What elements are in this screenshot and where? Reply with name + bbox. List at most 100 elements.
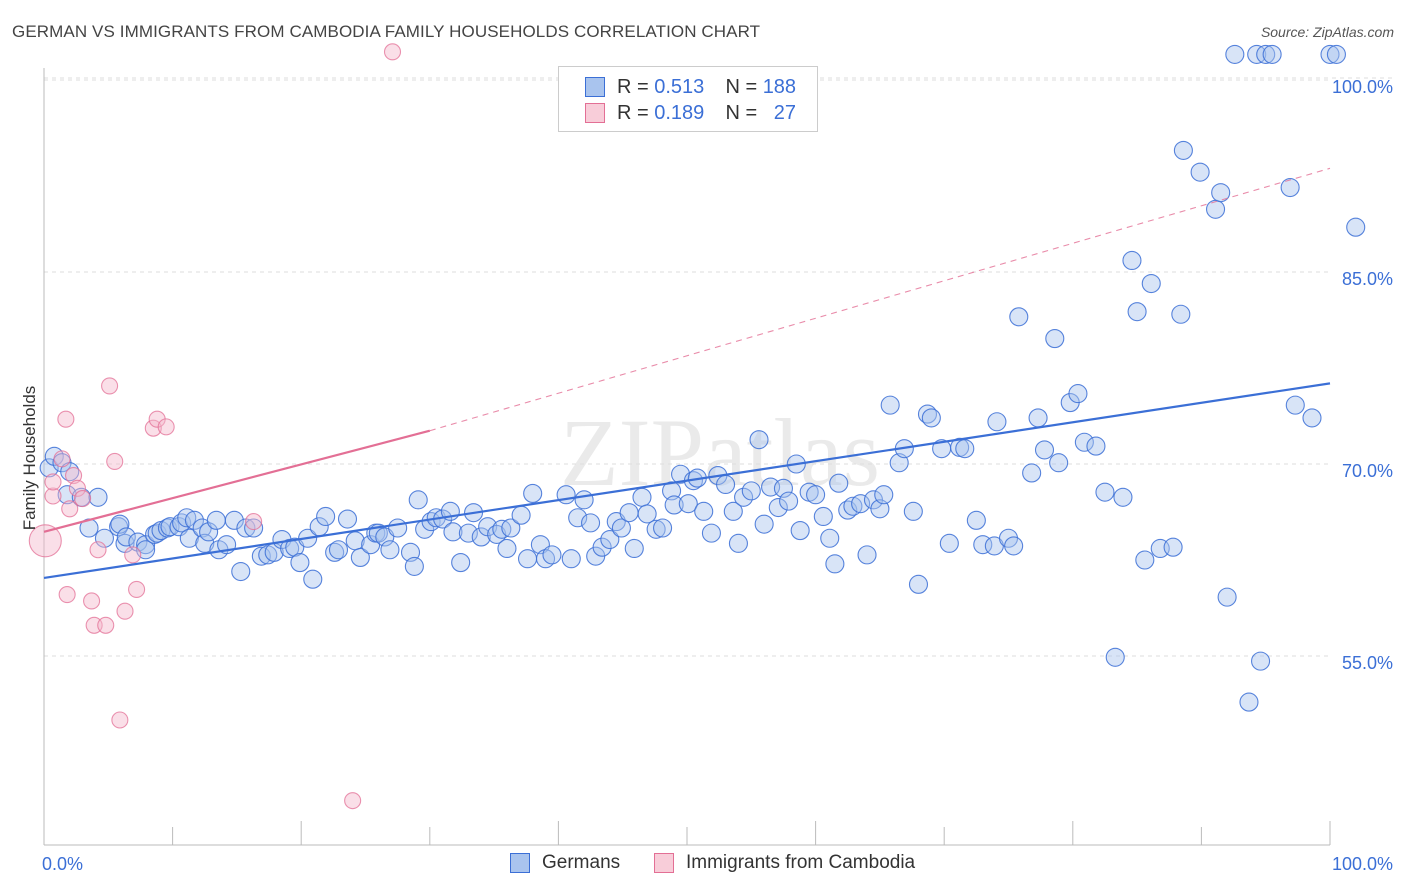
point-germans <box>388 518 408 538</box>
point-germans <box>880 395 900 415</box>
y-tick-label: 70.0% <box>1342 461 1393 481</box>
point-germans <box>806 485 826 505</box>
point-germans <box>443 522 463 542</box>
legend-r-label: R = <box>617 75 649 98</box>
tick-labels: 55.0% 70.0% 85.0% 100.0% 0.0% 100.0% <box>42 77 1393 874</box>
trend-line-cambodia-extrapolated <box>429 167 1331 432</box>
point-germans <box>694 501 714 521</box>
point-germans <box>768 497 788 518</box>
point-cambodia <box>344 792 362 810</box>
point-germans <box>1135 550 1155 570</box>
point-germans <box>404 556 424 576</box>
point-germans <box>843 496 863 516</box>
point-germans <box>1141 273 1161 294</box>
legend-swatch-cambodia <box>654 853 674 873</box>
point-germans <box>1346 217 1366 237</box>
point-cambodia <box>83 592 101 610</box>
y-tick-label: 100.0% <box>1332 77 1393 97</box>
point-cambodia <box>44 473 62 491</box>
point-germans <box>1190 162 1210 182</box>
legend-row-cambodia: R = 0.189 N = 27 <box>585 101 796 125</box>
legend-swatch-germans <box>510 853 530 873</box>
point-germans <box>408 490 428 510</box>
point-germans <box>728 533 748 553</box>
point-germans <box>741 481 761 501</box>
point-germans <box>646 519 666 539</box>
point-germans <box>1285 395 1305 415</box>
point-germans <box>316 506 336 527</box>
point-cambodia <box>157 418 175 436</box>
point-germans <box>908 574 929 594</box>
point-germans <box>497 538 517 559</box>
point-germans <box>1034 440 1055 460</box>
point-germans <box>773 478 794 498</box>
point-germans <box>177 508 197 528</box>
point-germans <box>653 518 673 538</box>
point-germans <box>790 521 810 541</box>
y-axis-label: Family Households <box>20 385 39 531</box>
legend-n-label: N = <box>725 75 758 98</box>
point-germans <box>592 537 612 557</box>
point-germans <box>244 518 264 538</box>
point-cambodia <box>116 602 134 620</box>
point-germans <box>1028 408 1048 428</box>
point-germans <box>1074 432 1094 452</box>
point-germans <box>116 527 136 547</box>
legend-n-value-germans: 188 <box>762 75 797 98</box>
point-germans <box>1262 44 1282 64</box>
point-germans <box>1320 44 1340 64</box>
point-germans <box>1256 44 1276 64</box>
point-germans <box>517 549 538 569</box>
axes <box>43 68 1331 846</box>
point-germans <box>1163 537 1183 557</box>
point-germans <box>619 503 639 523</box>
legend-item-cambodia[interactable]: Immigrants from Cambodia <box>654 852 915 874</box>
point-germans <box>290 553 310 573</box>
point-germans <box>723 501 743 521</box>
point-germans <box>987 412 1007 432</box>
series-cambodia-points <box>28 43 402 810</box>
point-germans <box>1004 536 1024 556</box>
point-germans <box>195 533 215 553</box>
point-cambodia <box>124 546 142 564</box>
legend-n-value-cambodia: 27 <box>773 101 797 124</box>
point-germans <box>1113 487 1133 507</box>
point-germans <box>206 510 226 530</box>
chart-title: GERMAN VS IMMIGRANTS FROM CAMBODIA FAMIL… <box>12 22 761 41</box>
point-cambodia <box>128 580 146 598</box>
legend-label-germans: Germans <box>542 852 621 873</box>
point-germans <box>458 523 478 543</box>
point-germans <box>857 545 877 565</box>
point-germans <box>903 501 923 521</box>
point-germans <box>1049 453 1069 473</box>
trend-line-germans <box>43 382 1331 580</box>
y-tick-label: 55.0% <box>1342 653 1393 673</box>
point-germans <box>600 529 620 550</box>
point-germans <box>1086 436 1106 456</box>
point-germans <box>231 561 251 582</box>
point-germans <box>851 494 871 514</box>
point-germans <box>511 505 531 525</box>
point-germans <box>754 514 774 534</box>
point-germans <box>1009 307 1029 327</box>
correlation-legend: R = 0.513 N = 188 R = 0.189 N = 27 <box>558 66 818 132</box>
point-germans <box>1173 140 1193 160</box>
point-germans <box>1068 384 1088 404</box>
point-germans <box>701 523 721 543</box>
point-germans <box>251 546 271 566</box>
legend-item-germans[interactable]: Germans <box>510 852 620 874</box>
point-germans <box>199 522 219 542</box>
point-germans <box>1280 177 1300 198</box>
point-germans <box>350 547 370 567</box>
watermark: ZIPatlas <box>560 399 880 506</box>
legend-n-label: N = <box>725 101 758 124</box>
point-germans <box>487 524 507 544</box>
legend-r-value-germans: 0.513 <box>654 75 705 98</box>
point-germans <box>556 485 576 505</box>
point-germans <box>580 513 601 533</box>
point-germans <box>716 474 736 495</box>
point-germans <box>328 540 349 560</box>
point-germans <box>1045 329 1065 349</box>
legend-label-cambodia: Immigrants from Cambodia <box>686 852 916 873</box>
point-germans <box>1105 647 1125 667</box>
